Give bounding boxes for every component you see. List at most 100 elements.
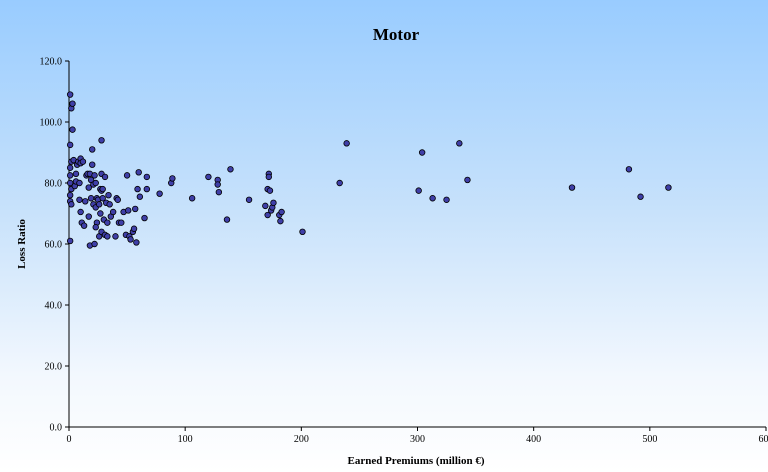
data-point xyxy=(135,186,141,192)
data-point xyxy=(246,197,252,203)
data-point xyxy=(70,101,76,107)
axes xyxy=(69,61,766,427)
data-point xyxy=(216,189,222,195)
data-point xyxy=(638,194,644,200)
data-point xyxy=(113,234,119,240)
data-point xyxy=(215,182,221,188)
data-point xyxy=(93,224,99,230)
x-tick-label: 100 xyxy=(178,434,193,445)
x-ticks: 0 100 200 300 400 500 600 xyxy=(67,427,768,445)
data-point xyxy=(266,174,272,180)
data-point xyxy=(86,214,92,220)
data-point xyxy=(263,203,269,209)
chart-title: Motor xyxy=(373,25,420,44)
data-point xyxy=(170,176,176,182)
data-point xyxy=(67,92,73,98)
data-point xyxy=(157,191,163,197)
data-point xyxy=(105,220,111,226)
data-point xyxy=(419,150,425,156)
data-point xyxy=(131,226,137,232)
data-point xyxy=(228,166,234,172)
data-point xyxy=(626,166,632,172)
y-tick-label: 100.0 xyxy=(40,118,63,129)
data-point xyxy=(89,162,95,168)
data-point xyxy=(666,185,672,191)
data-point xyxy=(224,217,230,223)
y-tick-label: 20.0 xyxy=(45,362,63,373)
data-point xyxy=(115,197,121,203)
data-point xyxy=(132,206,138,212)
data-point xyxy=(344,141,350,147)
data-point xyxy=(457,141,463,147)
x-tick-label: 300 xyxy=(410,434,425,445)
x-tick-label: 0 xyxy=(67,434,72,445)
data-point xyxy=(73,171,79,177)
data-point xyxy=(300,229,306,235)
x-tick-label: 200 xyxy=(294,434,309,445)
data-point xyxy=(96,202,102,208)
data-points xyxy=(67,92,671,249)
data-point xyxy=(100,186,106,192)
data-point xyxy=(124,173,130,179)
data-point xyxy=(77,197,83,203)
data-point xyxy=(144,174,150,180)
data-point xyxy=(92,241,98,247)
data-point xyxy=(81,223,87,229)
data-point xyxy=(142,215,148,221)
data-point xyxy=(416,188,422,194)
data-point xyxy=(271,200,277,206)
y-tick-label: 80.0 xyxy=(45,179,63,190)
data-point xyxy=(99,138,105,144)
data-point xyxy=(337,180,343,186)
data-point xyxy=(569,185,575,191)
data-point xyxy=(110,209,116,215)
data-point xyxy=(93,180,99,186)
data-point xyxy=(137,194,143,200)
x-tick-label: 400 xyxy=(526,434,541,445)
data-point xyxy=(67,173,73,179)
data-point xyxy=(89,147,95,153)
data-point xyxy=(136,170,142,176)
data-point xyxy=(88,195,94,201)
y-axis-title: Loss Ratio xyxy=(16,219,28,269)
data-point xyxy=(67,142,73,148)
data-point xyxy=(118,220,124,226)
data-point xyxy=(144,186,150,192)
data-point xyxy=(67,192,73,198)
data-point xyxy=(189,195,195,201)
data-point xyxy=(465,177,471,183)
data-point xyxy=(77,180,83,186)
data-point xyxy=(444,197,450,203)
data-point xyxy=(430,195,436,201)
y-tick-label: 0.0 xyxy=(50,423,63,434)
x-tick-label: 600 xyxy=(759,434,768,445)
data-point xyxy=(80,159,86,165)
data-point xyxy=(78,209,84,215)
data-point xyxy=(106,192,112,198)
data-point xyxy=(125,208,131,214)
data-point xyxy=(128,237,134,243)
x-tick-label: 500 xyxy=(642,434,657,445)
y-tick-label: 60.0 xyxy=(45,240,63,251)
data-point xyxy=(67,238,73,244)
y-tick-label: 40.0 xyxy=(45,301,63,312)
data-point xyxy=(134,240,140,246)
y-tick-label: 120.0 xyxy=(40,57,63,68)
data-point xyxy=(105,234,111,240)
data-point xyxy=(267,188,273,194)
y-ticks: 0.0 20.0 40.0 60.0 80.0 100.0 120.0 xyxy=(40,57,70,434)
data-point xyxy=(70,127,76,133)
data-point xyxy=(98,211,104,217)
data-point xyxy=(82,199,88,205)
data-point xyxy=(92,173,98,179)
data-point xyxy=(278,218,284,224)
x-axis-title: Earned Premiums (million €) xyxy=(348,455,485,467)
data-point xyxy=(67,165,73,171)
data-point xyxy=(279,209,285,215)
data-point xyxy=(206,174,212,180)
data-point xyxy=(69,202,75,208)
data-point xyxy=(107,202,113,208)
data-point xyxy=(102,174,108,180)
